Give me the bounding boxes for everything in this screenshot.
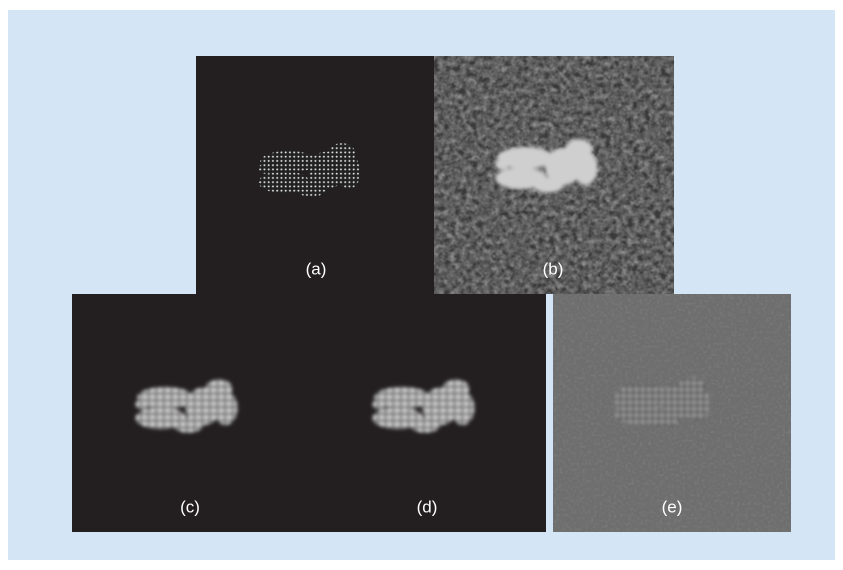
panel-label: (e): [662, 497, 683, 516]
panel-label: (d): [417, 497, 438, 516]
panel-c: (c): [72, 294, 308, 532]
panel-d: (d): [308, 294, 546, 532]
page: (a) (b) (c) (d) (e) (() => { const data …: [0, 0, 843, 570]
panel-label: (a): [306, 259, 327, 278]
figure: (a) (b) (c) (d) (e): [0, 0, 843, 570]
panel-e: (e): [553, 294, 791, 532]
panel-label: (c): [180, 497, 200, 516]
panel-label: (b): [543, 259, 564, 278]
panel-b: (b): [434, 56, 674, 294]
panel-a: (a): [196, 56, 434, 294]
